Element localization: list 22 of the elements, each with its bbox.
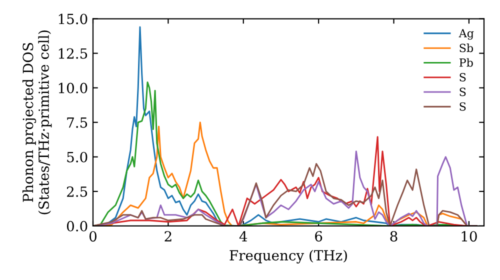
legend-label: S <box>460 88 466 96</box>
x-tick-label: 8 <box>390 231 398 242</box>
y-tick-label: 10.0 <box>58 82 88 94</box>
x-axis-title: Frequency (THz) <box>230 250 347 264</box>
legend-label: Pb <box>459 58 473 67</box>
y-tick-label: 5.0 <box>67 152 88 162</box>
legend-label: Ag <box>458 29 474 40</box>
x-tick-label: 6 <box>315 231 322 242</box>
x-tick-label: 10 <box>462 231 477 242</box>
line-series <box>93 163 478 226</box>
y-axis-title: Phonon projected DOS (States/THz·primitive cell) <box>22 30 52 214</box>
legend-label: S <box>460 102 466 111</box>
y-tick-label: 7.5 <box>67 118 88 128</box>
y-tick-label: 0.0 <box>66 220 88 232</box>
y-tick-label: 15.0 <box>58 14 88 24</box>
y-tick-label: 2.5 <box>66 186 88 197</box>
x-tick-label: 4 <box>239 231 248 242</box>
x-tick-label: 0 <box>89 231 96 242</box>
x-tick-label: 2 <box>164 231 172 242</box>
legend-label: Sb <box>460 44 474 52</box>
y-tick-label: 12.5 <box>58 48 88 59</box>
legend-label: S <box>460 73 466 82</box>
